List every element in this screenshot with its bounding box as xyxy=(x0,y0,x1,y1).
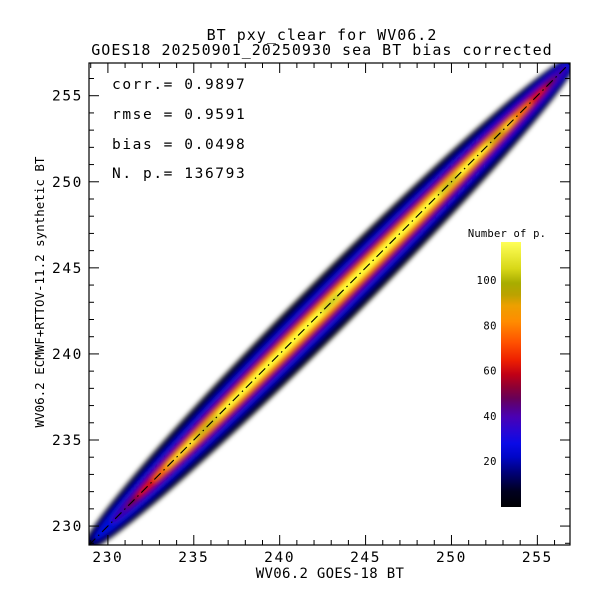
stats-block: corr.= 0.9897 rmse = 0.9591 bias = 0.049… xyxy=(112,77,246,182)
axis-tick-labels: 230 235 240 245 250 255 230 235 240 245 250 255 xyxy=(52,89,553,566)
colorbar-tick-label: 40 xyxy=(483,411,497,423)
colorbar: Number of p. 20 40 60 80 100 xyxy=(468,228,546,507)
stat-corr: corr.= 0.9897 xyxy=(112,77,246,93)
stat-rmse: rmse = 0.9591 xyxy=(112,107,246,123)
y-tick-label: 230 xyxy=(52,519,83,535)
x-tick-label: 250 xyxy=(436,550,467,566)
stat-npoints: N. p.= 136793 xyxy=(112,166,246,182)
y-tick-label: 245 xyxy=(52,261,83,277)
colorbar-tick-label: 60 xyxy=(483,366,497,378)
x-axis-title: WV06.2 GOES-18 BT xyxy=(256,566,405,582)
stat-bias: bias = 0.0498 xyxy=(112,137,246,153)
colorbar-tick-label: 100 xyxy=(477,275,497,287)
colorbar-gradient xyxy=(501,242,521,507)
y-axis-title: WV06.2 ECMWF+RTTOV-11.2 synthetic BT xyxy=(32,156,47,427)
y-tick-label: 250 xyxy=(52,175,83,191)
plot-title: BT pxy_clear for WV06.2 xyxy=(207,26,438,44)
identity-line xyxy=(89,63,570,545)
colorbar-title: Number of p. xyxy=(468,228,546,240)
colorbar-tick-label: 20 xyxy=(483,456,497,468)
x-tick-label: 255 xyxy=(522,550,553,566)
x-tick-label: 235 xyxy=(178,550,209,566)
y-tick-label: 240 xyxy=(52,347,83,363)
x-tick-label: 240 xyxy=(264,550,295,566)
y-tick-label: 255 xyxy=(52,89,83,105)
colorbar-tick-labels: 20 40 60 80 100 xyxy=(477,275,497,468)
plot-subtitle: GOES18 20250901_20250930 sea BT bias cor… xyxy=(91,41,552,59)
x-tick-label: 230 xyxy=(92,550,123,566)
colorbar-tick-label: 80 xyxy=(483,320,497,332)
axis-ticks xyxy=(89,63,570,545)
y-tick-label: 235 xyxy=(52,433,83,449)
plot-frame xyxy=(88,62,571,546)
x-tick-label: 245 xyxy=(350,550,381,566)
